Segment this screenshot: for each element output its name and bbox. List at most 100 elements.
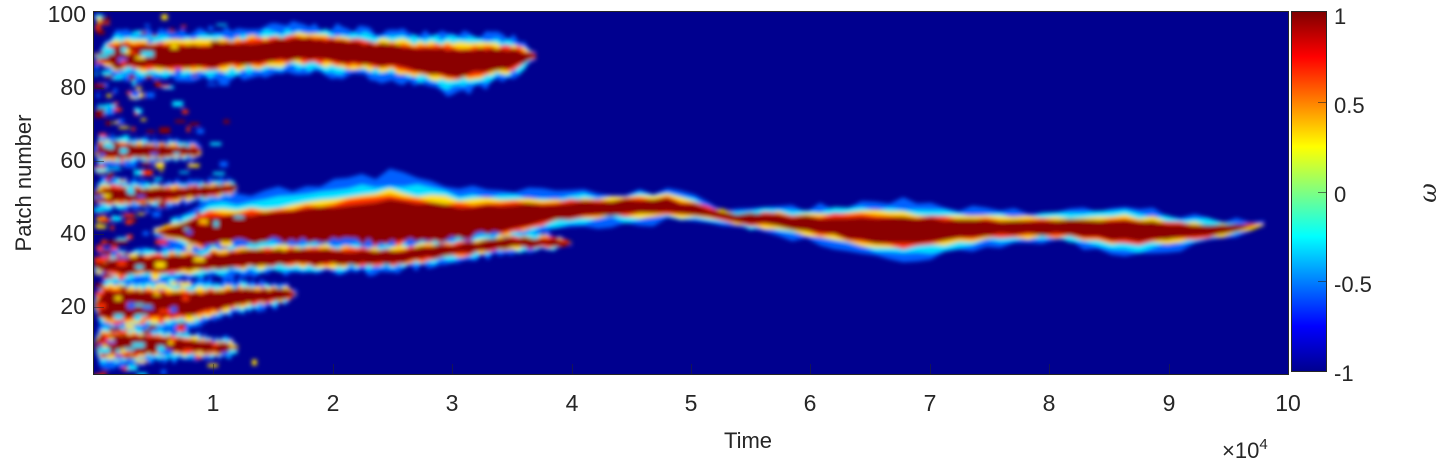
heatmap-speckle: [120, 148, 128, 154]
heatmap-speckle: [113, 88, 118, 94]
heatmap-speckle: [96, 147, 107, 150]
x-tick-label: 10: [1275, 390, 1301, 416]
heatmap-speckle: [113, 281, 119, 285]
heatmap-speckle: [184, 227, 189, 230]
heatmap-speckle: [125, 219, 133, 225]
heatmap-speckle: [216, 23, 227, 26]
heatmap-speckle: [139, 320, 145, 325]
heatmap-speckle: [94, 291, 104, 296]
y-tick-label: 40: [60, 220, 86, 246]
heatmap-speckle: [177, 322, 186, 327]
heatmap-speckle: [144, 24, 150, 27]
heatmap-speckle: [101, 17, 110, 21]
heatmap-speckle: [114, 314, 124, 320]
heatmap-speckle: [124, 48, 130, 54]
heatmap-speckle: [124, 163, 136, 168]
heatmap-speckle: [128, 259, 138, 263]
heatmap-speckle: [169, 306, 177, 313]
heatmap-speckle: [99, 167, 110, 173]
heatmap-speckle: [133, 30, 145, 35]
heatmap-speckle: [117, 238, 128, 244]
heatmap-speckle: [97, 54, 108, 58]
heatmap-speckle: [97, 303, 106, 309]
x-tick-label: 2: [326, 390, 340, 416]
heatmap-speckle: [205, 46, 213, 52]
heatmap-speckle: [126, 234, 133, 240]
heatmap-speckle: [145, 74, 153, 80]
heatmap-speckle: [96, 245, 103, 250]
heatmap-speckle: [94, 83, 106, 89]
heatmap-speckle: [108, 341, 115, 345]
heatmap-speckle: [148, 325, 157, 330]
heatmap-speckle: [108, 337, 114, 341]
heatmap-speckle: [94, 146, 98, 152]
heatmap-speckle: [94, 65, 99, 71]
heatmap-speckle: [105, 103, 116, 110]
heatmap-speckle: [189, 122, 200, 126]
heatmap-speckle: [95, 24, 101, 30]
heatmap-speckle: [134, 111, 139, 116]
heatmap-speckle: [204, 254, 211, 258]
heatmap-speckle: [157, 84, 170, 88]
heatmap-speckle: [143, 249, 156, 252]
heatmap-speckle: [97, 216, 103, 220]
heatmap-speckle: [97, 168, 104, 173]
heatmap-speckle: [154, 177, 163, 181]
y-tick-label: 60: [60, 147, 86, 173]
heatmap-speckle: [118, 118, 124, 124]
heatmap-speckle: [167, 277, 175, 283]
colorbar: [1292, 12, 1326, 371]
x-tick-mark: [1169, 364, 1170, 374]
heatmap-speckle: [158, 349, 170, 355]
heatmap-speckle: [252, 359, 257, 366]
heatmap-speckle: [94, 191, 107, 194]
x-tick-mark: [1049, 364, 1050, 374]
heatmap-speckle: [131, 127, 136, 132]
y-tick-label: 100: [47, 1, 86, 27]
y-tick-label: 80: [60, 74, 86, 100]
heatmap-speckle: [136, 86, 142, 90]
heatmap-speckle: [124, 153, 128, 158]
heatmap-speckle: [98, 22, 110, 25]
heatmap-speckle: [114, 107, 122, 112]
heatmap-speckle: [127, 302, 135, 309]
heatmap-speckle: [123, 252, 130, 256]
heatmap-speckle: [105, 47, 112, 50]
heatmap-speckle: [112, 77, 122, 81]
heatmap-speckle: [99, 153, 105, 157]
heatmap-speckle: [221, 351, 232, 357]
heatmap-speckle: [115, 204, 126, 210]
heatmap-speckle: [196, 128, 204, 134]
heatmap-image: [94, 14, 1265, 374]
colorbar-tick-label: -0.5: [1334, 272, 1372, 297]
heatmap-speckle: [121, 47, 127, 53]
heatmap-speckle: [193, 75, 197, 78]
heatmap-speckle: [103, 365, 113, 369]
heatmap-speckle: [132, 80, 136, 87]
heatmap-speckle: [103, 142, 112, 148]
heatmap-speckle: [104, 75, 114, 79]
heatmap-speckle: [136, 254, 144, 260]
heatmap-speckle: [207, 363, 218, 368]
colorbar-tick-mark: [1318, 192, 1326, 193]
heatmap-speckle: [118, 275, 128, 280]
heatmap-speckle: [111, 216, 122, 222]
heatmap-speckle: [118, 179, 127, 182]
colorbar-tick-label: 0.5: [1334, 93, 1365, 118]
heatmap-speckle: [110, 168, 122, 171]
heatmap-speckle: [115, 158, 121, 161]
heatmap-speckle: [103, 273, 111, 278]
heatmap-speckle: [107, 344, 115, 349]
heatmap-speckle: [94, 207, 104, 213]
heatmap-speckle: [154, 140, 158, 147]
heatmap-speckle: [129, 50, 137, 54]
heatmap-speckle: [99, 341, 108, 344]
heatmap-speckle: [155, 162, 165, 169]
heatmap-cluster: [94, 236, 572, 275]
heatmap-speckle: [94, 257, 106, 263]
heatmap-speckle: [186, 230, 192, 234]
colorbar-tick-label: 1: [1334, 4, 1347, 29]
heatmap-speckle: [162, 85, 174, 89]
colorbar-tick-mark: [1318, 281, 1326, 282]
heatmap-speckle: [94, 73, 99, 76]
